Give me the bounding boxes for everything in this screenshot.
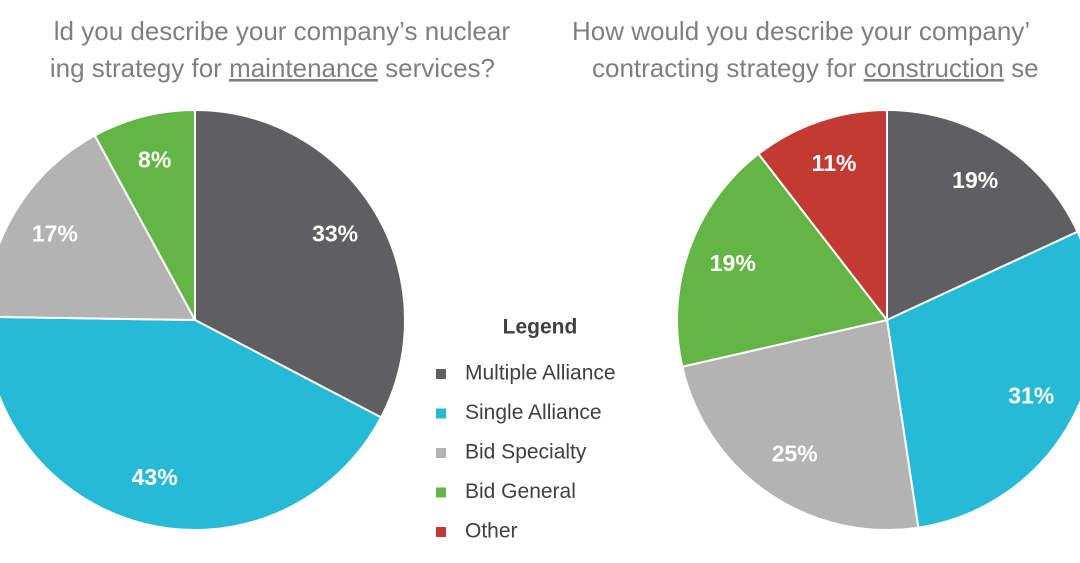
data-label: 19%: [952, 167, 998, 193]
legend-swatch: [436, 527, 446, 537]
title-part: se: [1004, 53, 1039, 83]
data-label: 8%: [138, 146, 171, 172]
legend-swatch: [436, 448, 446, 458]
title-part: ld you describe your company’s nuclear: [54, 16, 511, 46]
legend-swatch: [436, 369, 446, 379]
legend-label: Other: [465, 520, 518, 543]
data-label: 25%: [772, 440, 818, 466]
pie-slice: [93, 108, 196, 321]
legend-label: Bid Specialty: [465, 441, 587, 464]
title-part: ing strategy for: [50, 53, 229, 83]
pie-slice: [681, 318, 920, 531]
pie-slice: [0, 315, 383, 531]
data-label: 31%: [1008, 383, 1054, 409]
data-label: 17%: [32, 220, 78, 246]
pie-slice: [886, 108, 1079, 322]
data-label: 43%: [132, 464, 178, 490]
pie-slice: [757, 108, 888, 323]
data-label: 19%: [710, 250, 756, 276]
title-part: maintenance: [229, 53, 378, 83]
title-part: How would you describe your company’: [572, 16, 1030, 46]
legend-label: Multiple Alliance: [465, 362, 616, 385]
title-part: services?: [378, 53, 495, 83]
legend-swatch: [436, 408, 446, 419]
data-label: 11%: [812, 150, 857, 176]
pie-slice: [0, 134, 197, 322]
legend-swatch: [436, 487, 446, 498]
pie-slice: [676, 152, 889, 368]
legend-title: Legend: [503, 316, 578, 339]
chart-title: ing strategy for maintenance services?: [50, 53, 495, 83]
title-part: contracting strategy for: [592, 53, 864, 83]
title-part: construction: [864, 53, 1004, 83]
pie-slice: [194, 108, 406, 419]
legend-label: Single Alliance: [465, 401, 602, 424]
legend-label: Bid General: [465, 480, 576, 503]
chart-title: ld you describe your company’s nuclear: [54, 16, 511, 46]
pie-slice: [885, 230, 1080, 529]
data-label: 33%: [312, 220, 358, 246]
chart-title: contracting strategy for construction se: [592, 53, 1039, 83]
chart-title: How would you describe your company’: [572, 16, 1030, 46]
